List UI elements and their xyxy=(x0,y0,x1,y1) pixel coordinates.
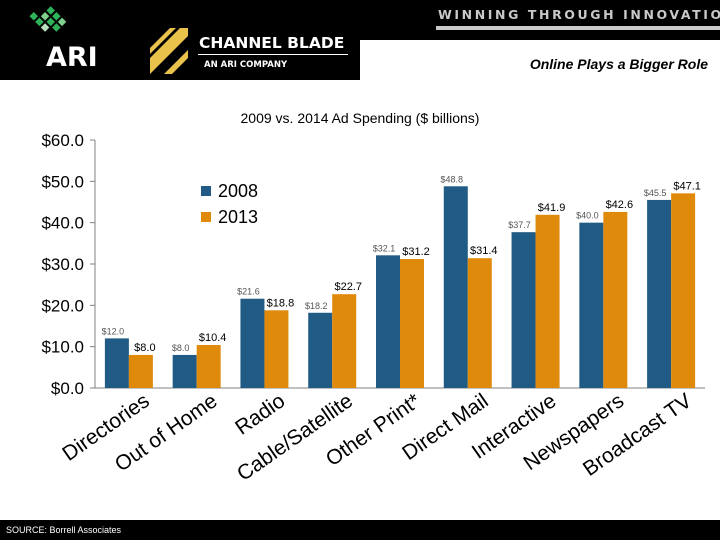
data-label: $42.6 xyxy=(606,199,634,211)
y-tick-label: $20.0 xyxy=(41,296,84,315)
tagline-rule xyxy=(436,26,720,30)
bar-2013 xyxy=(196,345,221,388)
bar-2013 xyxy=(128,354,153,388)
bar-2008 xyxy=(308,312,333,388)
ari-logo-text: ARI xyxy=(46,42,98,73)
y-tick-label: $0.0 xyxy=(51,379,84,398)
footer-bar: SOURCE: Borrell Associates xyxy=(0,520,720,540)
data-label: $31.4 xyxy=(470,245,498,257)
data-label: $37.7 xyxy=(508,220,531,230)
bar-2008 xyxy=(511,232,536,388)
data-label: $21.6 xyxy=(237,287,260,297)
source-note: SOURCE: Borrell Associates xyxy=(6,525,122,535)
legend: 2008 2013 xyxy=(201,181,258,227)
header-bar: ARI CHANNEL BLADE AN ARI COMPANY WINNING… xyxy=(0,0,720,80)
bar-2008 xyxy=(172,354,197,388)
bar-chart: 2009 vs. 2014 Ad Spending ($ billions) $… xyxy=(41,110,705,486)
y-tick-label: $10.0 xyxy=(41,338,84,357)
data-label: $22.7 xyxy=(334,281,362,293)
slide-title: Online Plays a Bigger Role xyxy=(529,56,708,72)
data-label: $8.0 xyxy=(134,342,155,354)
data-label: $32.1 xyxy=(373,243,396,253)
legend-label: 2013 xyxy=(218,207,258,227)
data-label: $12.0 xyxy=(102,326,125,336)
channel-blade-name: CHANNEL BLADE xyxy=(199,34,345,52)
chart-title: 2009 vs. 2014 Ad Spending ($ billions) xyxy=(241,110,480,126)
bar-2008 xyxy=(104,338,129,388)
data-label: $31.2 xyxy=(402,246,430,258)
legend-swatch-2013 xyxy=(201,212,211,222)
y-tick-label: $40.0 xyxy=(41,214,84,233)
data-label: $8.0 xyxy=(172,343,190,353)
x-tick-label: Radio xyxy=(231,389,289,439)
bar-2008 xyxy=(376,255,400,388)
data-label: $18.8 xyxy=(267,297,295,309)
bar-2008 xyxy=(647,199,672,388)
channel-blade-logo-icon xyxy=(150,28,188,74)
bar-2013 xyxy=(671,193,696,388)
data-label: $47.1 xyxy=(673,180,701,192)
bar-2013 xyxy=(603,211,628,388)
data-label: $45.5 xyxy=(644,188,667,198)
bar-2013 xyxy=(332,294,357,388)
y-tick-label: $50.0 xyxy=(41,172,84,191)
data-label: $18.2 xyxy=(305,301,328,311)
x-tick-label: Cable/Satellite xyxy=(233,389,357,486)
y-tick-label: $30.0 xyxy=(41,255,84,274)
bar-2013 xyxy=(535,214,560,388)
bar-2008 xyxy=(579,222,604,388)
bar-series: $12.0 $8.0 $8.0 $10.4 $21.6 $18.8 $18.2 $22.7 $3… xyxy=(102,174,701,388)
bar-2008 xyxy=(240,298,265,388)
channel-blade-subtitle: AN ARI COMPANY xyxy=(204,60,288,70)
y-axis: $0.0 $10.0 $20.0 $30.0 $40.0 $50.0 $60.0 xyxy=(41,131,705,398)
tagline: WINNING THROUGH INNOVATION xyxy=(438,7,720,22)
data-label: $40.0 xyxy=(576,211,599,221)
data-label: $10.4 xyxy=(199,332,227,344)
data-label: $48.8 xyxy=(441,174,464,184)
legend-swatch-2008 xyxy=(201,186,211,196)
bar-2013 xyxy=(467,258,492,388)
data-label: $41.9 xyxy=(538,202,566,214)
bar-2013 xyxy=(400,259,424,388)
title-panel: Online Plays a Bigger Role xyxy=(360,40,720,80)
legend-label: 2008 xyxy=(218,181,258,201)
bar-2008 xyxy=(443,186,468,388)
y-tick-label: $60.0 xyxy=(41,131,84,150)
bar-2013 xyxy=(264,310,289,388)
logo-divider xyxy=(198,54,348,55)
ari-logo-icon xyxy=(29,6,67,32)
